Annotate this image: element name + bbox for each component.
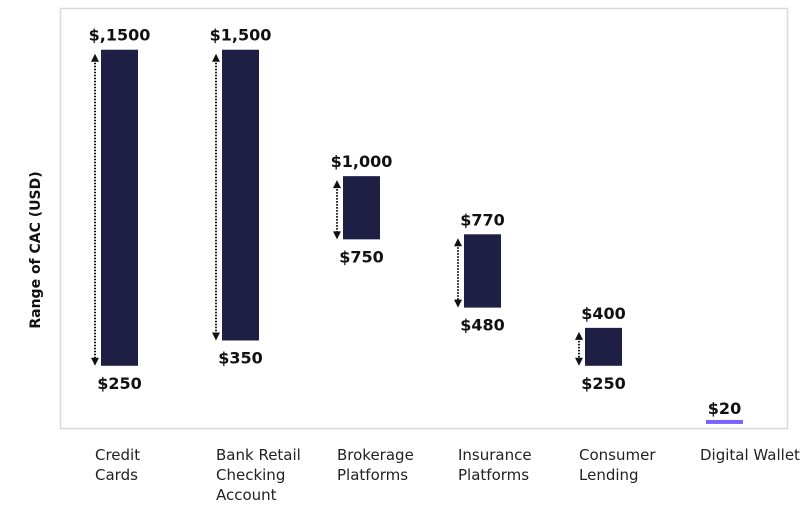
y-axis-label: Range of CAC (USD) bbox=[28, 171, 44, 328]
category-label-1: Bank Retail bbox=[216, 446, 301, 464]
arrow-up-icon-0 bbox=[91, 53, 99, 62]
category-label-4: Lending bbox=[579, 466, 639, 484]
category-label-1: Account bbox=[216, 486, 277, 504]
arrow-down-icon-2 bbox=[333, 231, 341, 240]
category-label-0: Credit bbox=[95, 446, 140, 464]
high-label-4: $400 bbox=[581, 304, 626, 323]
bar-2 bbox=[343, 176, 380, 240]
category-label-3: Insurance bbox=[458, 446, 532, 464]
bar-3 bbox=[464, 234, 501, 308]
category-label-2: Platforms bbox=[337, 466, 408, 484]
arrow-up-icon-4 bbox=[575, 331, 583, 340]
high-label-0: $,1500 bbox=[89, 26, 151, 45]
category-label-3: Platforms bbox=[458, 466, 529, 484]
category-label-5: Digital Wallet bbox=[700, 446, 800, 464]
high-label-2: $1,000 bbox=[331, 152, 393, 171]
low-label-1: $350 bbox=[218, 349, 263, 368]
low-label-2: $750 bbox=[339, 247, 384, 266]
high-label-1: $1,500 bbox=[210, 26, 272, 45]
low-label-4: $250 bbox=[581, 374, 626, 393]
arrow-up-icon-1 bbox=[212, 53, 220, 62]
category-label-1: Checking bbox=[216, 466, 285, 484]
high-label-3: $770 bbox=[460, 210, 505, 229]
arrow-down-icon-4 bbox=[575, 357, 583, 366]
bar-4 bbox=[585, 327, 622, 366]
category-label-2: Brokerage bbox=[337, 446, 414, 464]
category-label-4: Consumer bbox=[579, 446, 656, 464]
arrow-up-icon-2 bbox=[333, 180, 341, 189]
low-label-0: $250 bbox=[97, 374, 142, 393]
value-label-5: $20 bbox=[708, 399, 741, 418]
bar-0 bbox=[101, 49, 138, 366]
category-label-0: Cards bbox=[95, 466, 138, 484]
bar-1 bbox=[222, 49, 259, 341]
arrow-down-icon-3 bbox=[454, 299, 462, 308]
low-label-3: $480 bbox=[460, 316, 505, 335]
bar-5 bbox=[706, 419, 743, 424]
arrow-down-icon-0 bbox=[91, 357, 99, 366]
arrow-down-icon-1 bbox=[212, 332, 220, 341]
plot-frame bbox=[59, 7, 789, 430]
arrow-up-icon-3 bbox=[454, 238, 462, 247]
